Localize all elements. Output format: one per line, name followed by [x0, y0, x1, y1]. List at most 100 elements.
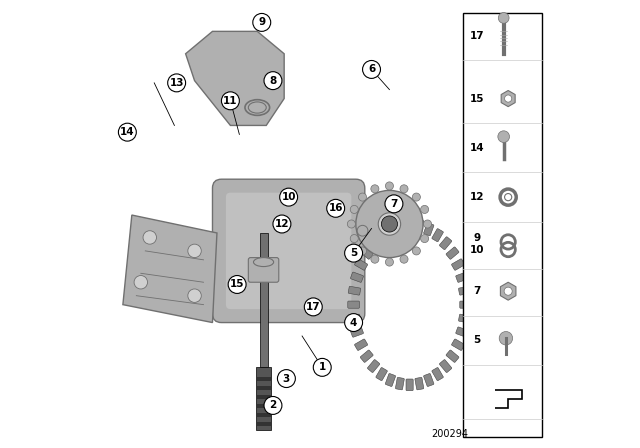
Text: 17: 17 [470, 31, 484, 41]
Text: 9: 9 [258, 17, 266, 27]
Text: 5: 5 [350, 248, 357, 258]
FancyBboxPatch shape [446, 247, 459, 259]
Bar [257, 395, 271, 399]
Circle shape [168, 74, 186, 92]
Text: 6: 6 [368, 65, 375, 74]
Bar [260, 233, 268, 367]
Circle shape [424, 220, 431, 228]
FancyBboxPatch shape [458, 286, 471, 295]
Circle shape [378, 213, 401, 235]
FancyBboxPatch shape [440, 237, 452, 250]
Bar [257, 367, 271, 430]
FancyBboxPatch shape [415, 220, 424, 232]
Text: 15: 15 [470, 94, 484, 103]
FancyBboxPatch shape [396, 220, 404, 232]
FancyBboxPatch shape [212, 179, 365, 323]
Text: 13: 13 [170, 78, 184, 88]
FancyBboxPatch shape [406, 219, 413, 230]
FancyBboxPatch shape [351, 327, 364, 337]
FancyBboxPatch shape [226, 193, 351, 309]
FancyBboxPatch shape [452, 259, 465, 270]
Text: 7: 7 [473, 286, 481, 296]
Circle shape [278, 370, 296, 388]
Text: 9
10: 9 10 [470, 233, 484, 255]
Circle shape [348, 220, 355, 228]
Circle shape [504, 194, 512, 201]
FancyBboxPatch shape [367, 237, 380, 250]
Circle shape [305, 298, 323, 316]
Circle shape [264, 72, 282, 90]
FancyBboxPatch shape [360, 247, 373, 259]
Circle shape [357, 225, 368, 236]
FancyBboxPatch shape [406, 379, 413, 391]
FancyBboxPatch shape [458, 314, 471, 323]
Polygon shape [123, 215, 217, 323]
FancyBboxPatch shape [360, 350, 373, 362]
Circle shape [221, 92, 239, 110]
FancyBboxPatch shape [415, 377, 424, 390]
Circle shape [350, 205, 358, 213]
Circle shape [264, 396, 282, 414]
Circle shape [350, 235, 358, 243]
Circle shape [273, 215, 291, 233]
Circle shape [504, 95, 512, 102]
Circle shape [362, 60, 380, 78]
Circle shape [358, 193, 367, 201]
Text: 2: 2 [269, 401, 276, 410]
Circle shape [358, 247, 367, 255]
Text: 12: 12 [275, 219, 289, 229]
Circle shape [385, 258, 394, 266]
FancyBboxPatch shape [432, 367, 444, 381]
FancyBboxPatch shape [355, 339, 367, 350]
Bar [257, 386, 271, 390]
Ellipse shape [248, 102, 266, 113]
FancyBboxPatch shape [456, 272, 468, 282]
FancyBboxPatch shape [440, 360, 452, 373]
FancyBboxPatch shape [446, 350, 459, 362]
FancyBboxPatch shape [432, 228, 444, 242]
FancyBboxPatch shape [367, 360, 380, 373]
Circle shape [504, 287, 512, 295]
Circle shape [188, 244, 201, 258]
Bar [257, 377, 271, 381]
Circle shape [499, 13, 509, 23]
Text: 16: 16 [328, 203, 343, 213]
Circle shape [412, 247, 420, 255]
Circle shape [400, 185, 408, 193]
Text: 5: 5 [473, 336, 481, 345]
FancyBboxPatch shape [424, 374, 434, 387]
Circle shape [356, 190, 423, 258]
FancyBboxPatch shape [452, 339, 465, 350]
Bar [257, 422, 271, 426]
Circle shape [499, 332, 513, 345]
Circle shape [420, 235, 429, 243]
FancyBboxPatch shape [424, 223, 434, 236]
Bar [463, 13, 541, 437]
Circle shape [344, 244, 362, 262]
Circle shape [253, 13, 271, 31]
Circle shape [327, 199, 344, 217]
FancyBboxPatch shape [460, 301, 472, 308]
Text: 1: 1 [319, 362, 326, 372]
Circle shape [188, 289, 201, 302]
Circle shape [400, 255, 408, 263]
Text: 17: 17 [306, 302, 321, 312]
FancyBboxPatch shape [348, 301, 360, 308]
Ellipse shape [253, 258, 274, 267]
Bar [257, 413, 271, 417]
Circle shape [118, 123, 136, 141]
Circle shape [314, 358, 332, 376]
Circle shape [385, 182, 394, 190]
Circle shape [280, 188, 298, 206]
FancyBboxPatch shape [348, 286, 361, 295]
Circle shape [344, 314, 362, 332]
Circle shape [143, 231, 157, 244]
Text: 12: 12 [470, 192, 484, 202]
FancyBboxPatch shape [351, 272, 364, 282]
Circle shape [381, 216, 397, 232]
Circle shape [385, 195, 403, 213]
Text: 4: 4 [350, 318, 357, 327]
Circle shape [134, 276, 148, 289]
FancyBboxPatch shape [248, 258, 279, 282]
FancyBboxPatch shape [385, 223, 396, 236]
